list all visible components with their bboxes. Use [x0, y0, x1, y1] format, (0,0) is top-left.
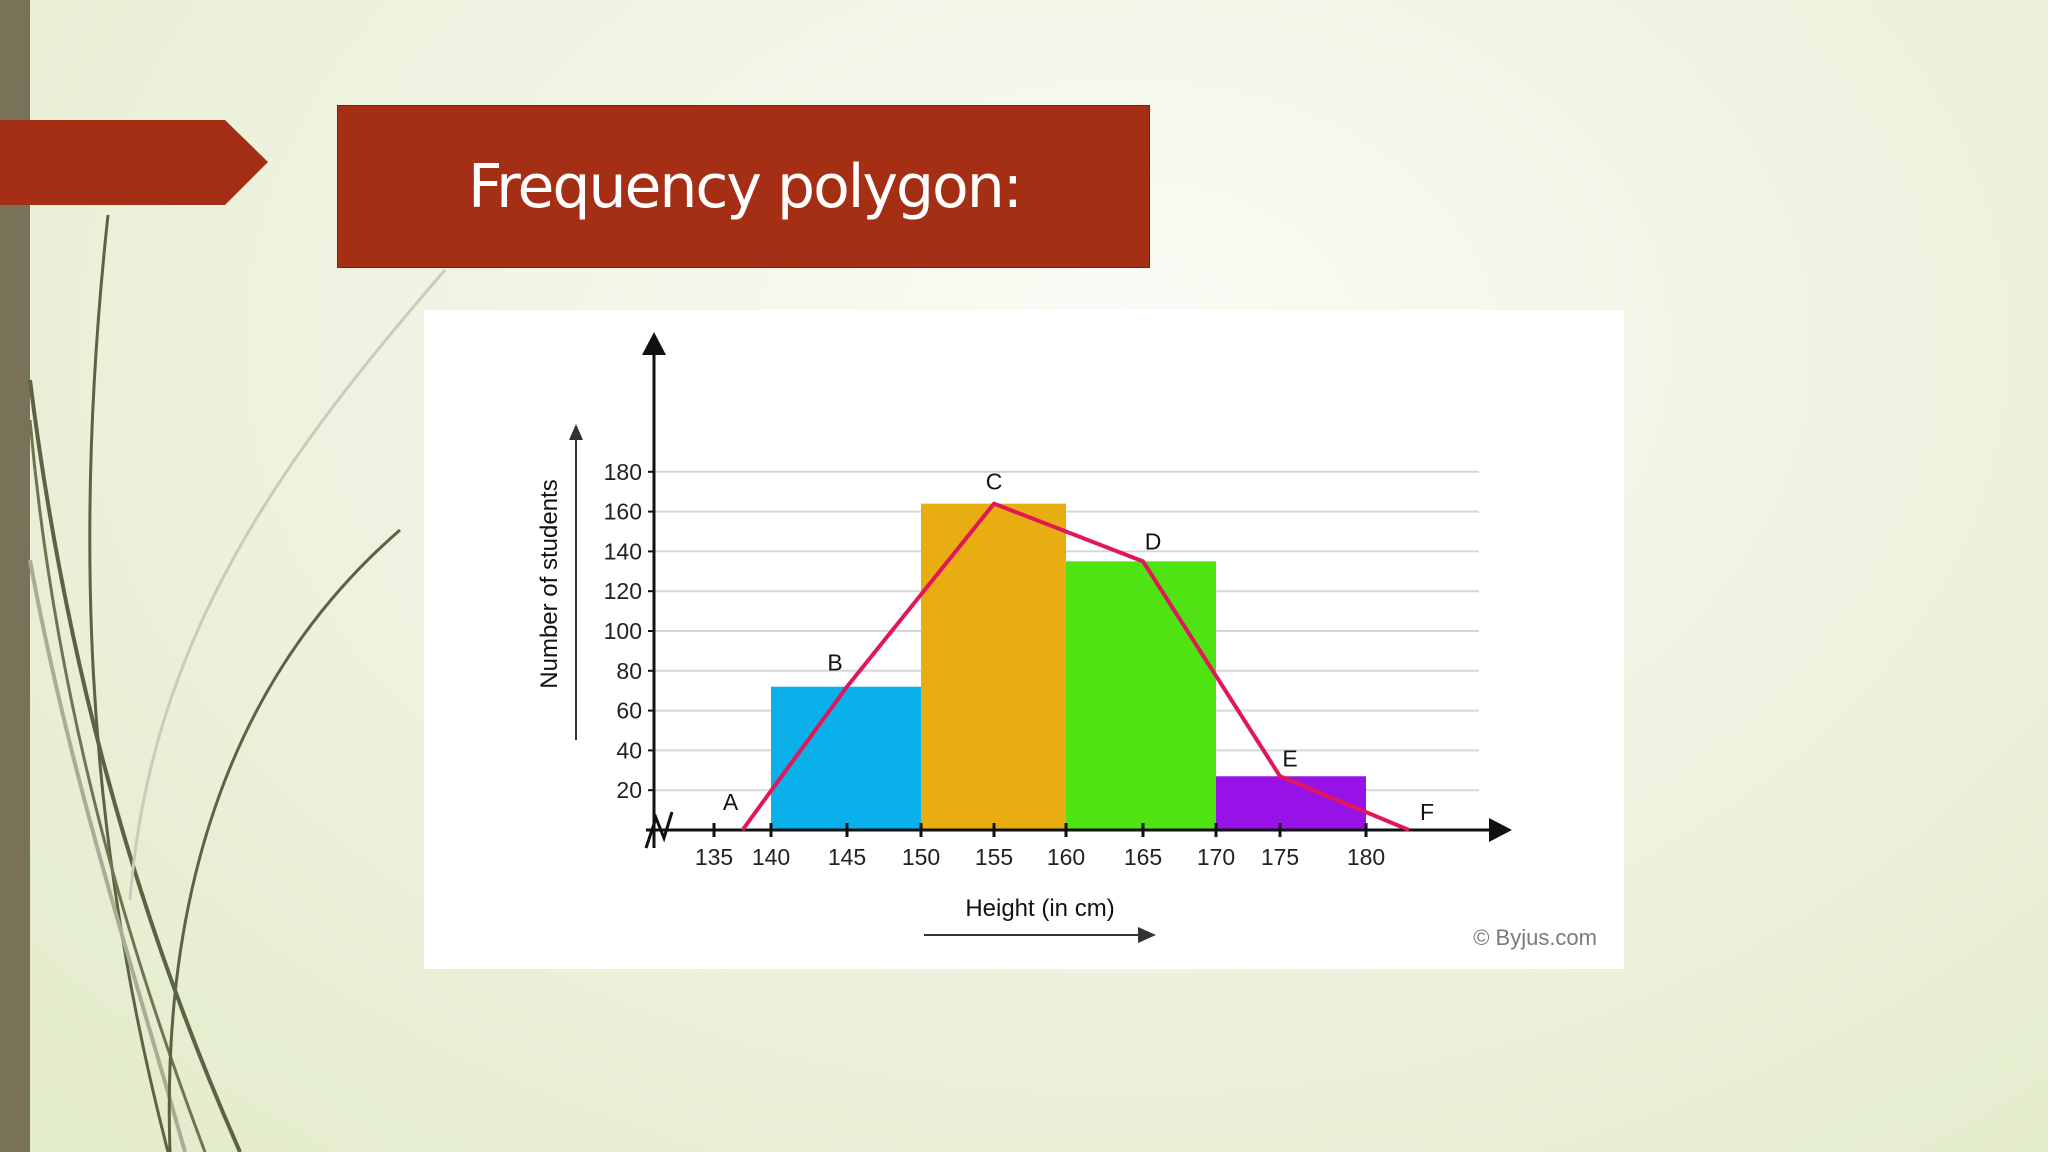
histogram-bar	[1066, 561, 1216, 830]
y-axis-title: Number of students	[536, 479, 563, 688]
x-label-arrow-head	[1138, 927, 1156, 943]
x-tick-label: 170	[1197, 844, 1235, 870]
point-label: F	[1420, 799, 1434, 825]
credit-text: © Byjus.com	[1473, 925, 1597, 950]
x-axis-title: Height (in cm)	[965, 895, 1114, 922]
y-tick-label: 60	[616, 698, 642, 724]
y-label-arrow-head	[569, 424, 583, 440]
x-tick-label: 155	[975, 844, 1013, 870]
frequency-polygon	[740, 501, 1410, 832]
x-tick-label: 135	[695, 844, 733, 870]
x-tick-label: 160	[1047, 844, 1085, 870]
x-tick-label: 165	[1124, 844, 1162, 870]
y-tick-label: 120	[604, 578, 642, 604]
frequency-chart: 20 40 60 80 100 120 140 160 180 135 140 145 150 155 16…	[536, 332, 1597, 950]
x-tick-label: 175	[1261, 844, 1299, 870]
y-tick-label: 80	[616, 658, 642, 684]
decorative-leaves	[28, 214, 447, 1152]
title-arrow-tab	[0, 120, 268, 205]
x-axis-arrow	[1489, 818, 1512, 842]
histogram-bars	[771, 503, 1366, 830]
y-tick-label: 140	[604, 538, 642, 564]
point-label: C	[986, 469, 1003, 495]
chart-labels: 20 40 60 80 100 120 140 160 180 135 140 145 150 155 16…	[604, 459, 1434, 870]
point-label: A	[723, 789, 739, 815]
x-tick-label: 140	[752, 844, 790, 870]
x-tick-label: 145	[828, 844, 866, 870]
y-tick-label: 40	[616, 737, 642, 763]
axes	[569, 332, 1512, 943]
y-tick-label: 160	[604, 499, 642, 525]
x-tick-label: 150	[902, 844, 940, 870]
point-label: B	[827, 650, 842, 676]
axis-break-mark	[644, 811, 674, 849]
point-label: D	[1145, 528, 1162, 554]
chart-panel: 20 40 60 80 100 120 140 160 180 135 140 145 150 155 16…	[424, 310, 1624, 969]
title-banner: Frequency polygon:	[337, 105, 1150, 268]
x-tick-label: 180	[1347, 844, 1385, 870]
point-label: E	[1282, 745, 1297, 771]
y-tick-label: 100	[604, 618, 642, 644]
slide-title: Frequency polygon:	[467, 151, 1023, 222]
y-tick-label: 20	[616, 777, 642, 803]
y-axis-arrow	[642, 332, 666, 355]
polygon-line	[740, 501, 1410, 832]
y-tick-label: 180	[604, 459, 642, 485]
histogram-bar	[921, 503, 1066, 830]
